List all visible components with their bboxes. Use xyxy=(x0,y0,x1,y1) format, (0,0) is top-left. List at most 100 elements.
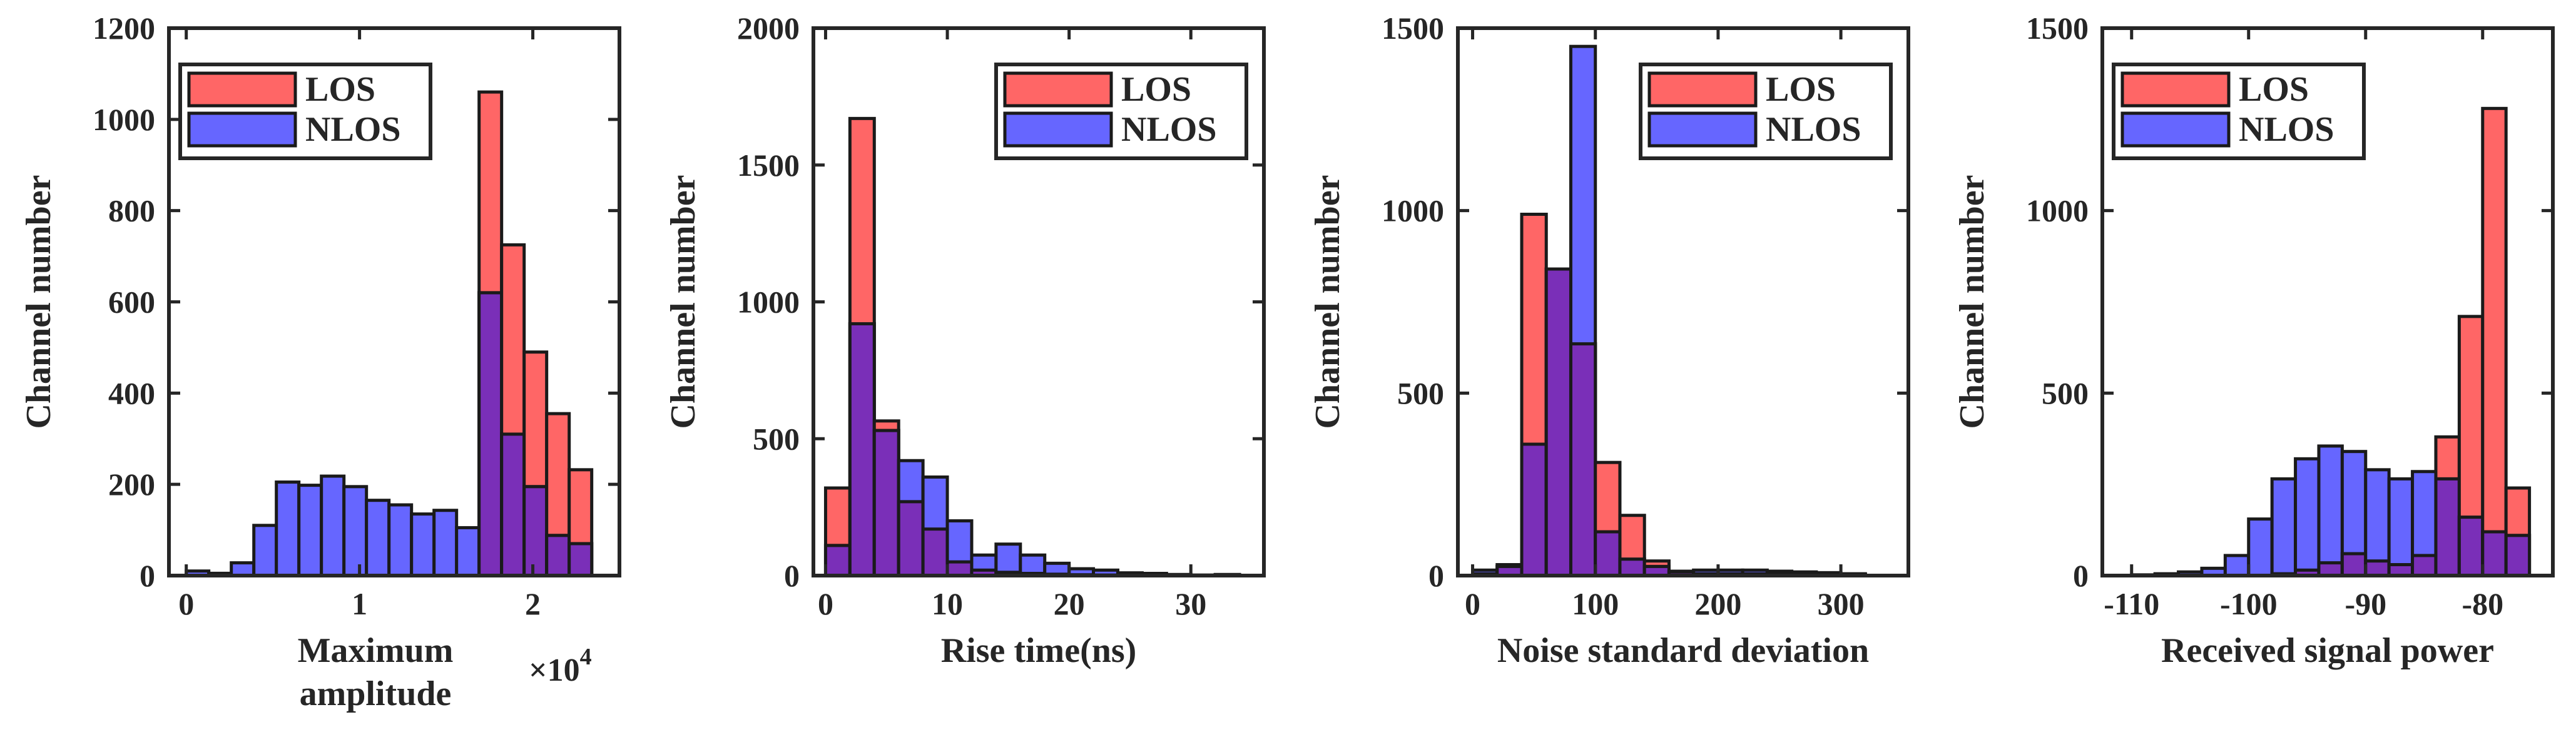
overlap-bar xyxy=(1594,530,1622,577)
legend-label-nlos: NLOS xyxy=(1121,110,1217,149)
overlap-bar xyxy=(2481,530,2508,577)
y-axis-label: Channel number xyxy=(19,175,58,429)
x-tick-label: 0 xyxy=(818,586,833,621)
nlos-bar xyxy=(2387,477,2415,577)
overlap-bar xyxy=(477,291,504,577)
overlap-bar xyxy=(823,544,852,577)
x-axis-label-line-1: Maximum xyxy=(298,631,454,670)
y-tick-label: 1500 xyxy=(737,148,800,183)
y-tick-label: 0 xyxy=(140,558,155,593)
y-tick-label: 1000 xyxy=(1382,193,1444,228)
nlos-bar xyxy=(2247,517,2274,577)
legend-label-los: LOS xyxy=(305,70,375,109)
y-tick-label: 1500 xyxy=(1382,11,1444,46)
y-tick-label: 400 xyxy=(108,375,155,410)
overlap-bar xyxy=(1520,442,1548,577)
overlap-bar xyxy=(1618,557,1646,577)
bars xyxy=(185,90,594,577)
legend-label-los: LOS xyxy=(1766,70,1836,109)
overlap-bar xyxy=(568,542,594,577)
overlap-bar xyxy=(945,560,974,577)
legend-swatch-los xyxy=(2120,71,2231,108)
x-axis-label: Rise time(ns) xyxy=(941,631,1137,670)
overlap-bar xyxy=(872,429,900,577)
x-tick-label: -80 xyxy=(2461,586,2503,621)
y-tick-label: 1000 xyxy=(737,285,800,320)
legend-swatch-nlos xyxy=(1003,111,1113,148)
legend-label-los: LOS xyxy=(2239,70,2309,109)
x-tick-label: 20 xyxy=(1054,586,1085,621)
y-axis-label: Channel number xyxy=(1953,175,1992,429)
los-bar xyxy=(2481,106,2508,577)
x-tick-label: 30 xyxy=(1175,586,1206,621)
y-tick-label: 500 xyxy=(1397,375,1444,410)
legend-label-los: LOS xyxy=(1121,70,1191,109)
x-axis-label: Received signal power xyxy=(2161,631,2494,670)
bars xyxy=(2130,106,2532,577)
y-axis-label: Channel number xyxy=(1308,175,1347,429)
x-tick-label: 2 xyxy=(525,586,541,621)
overlap-bar xyxy=(2411,554,2438,577)
y-tick-label: 500 xyxy=(753,421,800,456)
histogram-panel-3: 0 500 1000 1500 0 100 200 300 Channel number Nois… xyxy=(1308,11,1910,670)
y-tick-label: 200 xyxy=(108,467,155,502)
overlap-bar xyxy=(522,485,549,577)
nlos-bar xyxy=(410,512,436,577)
x-tick-label: 100 xyxy=(1572,586,1619,621)
overlap-bar xyxy=(500,432,526,577)
x-tick-label: 0 xyxy=(1465,586,1480,621)
nlos-bar xyxy=(365,499,391,577)
overlap-bar xyxy=(921,527,949,577)
nlos-bar xyxy=(297,484,323,577)
nlos-bar xyxy=(387,503,414,577)
legend-swatch-nlos xyxy=(2120,111,2231,148)
nlos-bar xyxy=(2270,477,2298,577)
x-tick-label: -100 xyxy=(2220,586,2278,621)
overlap-bar xyxy=(2340,552,2368,577)
overlap-bar xyxy=(2364,559,2391,577)
legend-label-nlos: NLOS xyxy=(2239,110,2334,149)
x-tick-label: 10 xyxy=(932,586,963,621)
legend-swatch-nlos xyxy=(187,111,297,148)
nlos-bar xyxy=(252,524,278,577)
x-axis-multiplier: ×104 xyxy=(529,644,592,688)
nlos-bar xyxy=(2294,457,2321,577)
y-tick-label: 0 xyxy=(1428,558,1444,593)
histogram-panel-1: 0 200 400 600 800 1000 1200 0 1 2 Channel number Ma… xyxy=(19,11,621,713)
x-axis-label-line-2: amplitude xyxy=(300,674,452,713)
x-tick-label: 1 xyxy=(352,586,367,621)
y-tick-label: 2000 xyxy=(737,11,800,46)
y-axis-label: Channel number xyxy=(664,175,703,429)
histogram-panel-2: 0 500 1000 1500 2000 0 10 20 30 Channel number Ris… xyxy=(664,11,1266,670)
y-tick-label: 600 xyxy=(108,285,155,320)
overlap-bar xyxy=(2457,516,2485,577)
overlap-bar xyxy=(2317,561,2344,577)
nlos-bar xyxy=(342,485,369,577)
overlap-bar xyxy=(897,500,925,577)
histogram-panel-4: 0 500 1000 1500 -110 -100 -90 -80 Channel number… xyxy=(1953,11,2555,670)
y-tick-label: 1000 xyxy=(2026,193,2089,228)
x-tick-label: 200 xyxy=(1694,586,1741,621)
legend-swatch-los xyxy=(1647,71,1758,108)
y-tick-label: 1200 xyxy=(93,11,155,46)
overlap-bar xyxy=(1569,342,1597,577)
axes-box xyxy=(1456,26,1910,577)
legend-label-nlos: NLOS xyxy=(305,110,401,149)
x-tick-label: -90 xyxy=(2344,586,2386,621)
overlap-bar xyxy=(2504,534,2532,577)
legend-swatch-los xyxy=(1003,71,1113,108)
x-tick-label: 0 xyxy=(178,586,194,621)
nlos-bar xyxy=(2317,444,2344,577)
y-tick-label: 0 xyxy=(784,558,800,593)
y-tick-label: 1500 xyxy=(2026,11,2089,46)
axes-box xyxy=(2100,26,2555,577)
y-tick-label: 500 xyxy=(2042,375,2089,410)
nlos-bar xyxy=(320,474,346,577)
y-tick-label: 1000 xyxy=(93,102,155,137)
nlos-bar xyxy=(230,561,256,577)
